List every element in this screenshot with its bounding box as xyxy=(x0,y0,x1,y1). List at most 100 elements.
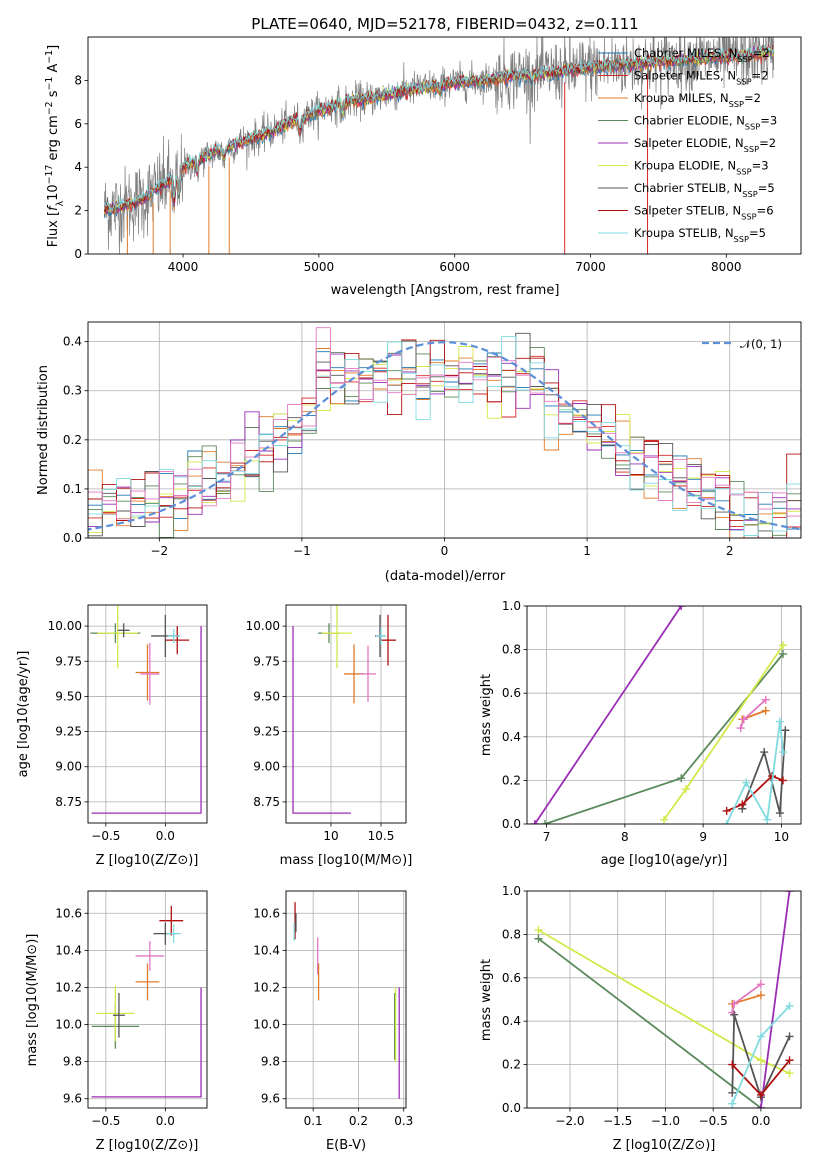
y-tick-label: 10.4 xyxy=(253,943,280,957)
y-tick-label: 9.50 xyxy=(55,689,82,703)
chart-residual-histogram: −2 −1 0 1 2 0.0 0.1 0.2 0.3 0.4 (data-model)/error… xyxy=(36,321,802,584)
y-tick-label: 10.00 xyxy=(246,619,280,633)
axes-border xyxy=(87,36,802,255)
x-tick-label: 0.2 xyxy=(349,1114,368,1128)
model-spectrum-line xyxy=(103,45,774,213)
series-marker xyxy=(739,715,748,724)
series-marker xyxy=(677,774,686,783)
chart-title: PLATE=0640, MJD=52178, FIBERID=0432, z=0… xyxy=(251,15,638,33)
series-marker xyxy=(785,1056,794,1065)
y-tick-label: 9.8 xyxy=(261,1055,280,1069)
y-tick-label: 0.8 xyxy=(502,643,521,657)
x-tick-label: 0.0 xyxy=(751,1114,770,1128)
x-axis-label: Z [log10(Z/Z⊙)] xyxy=(96,1138,199,1153)
x-tick-label: 2 xyxy=(726,544,734,558)
x-axis-label: Z [log10(Z/Z⊙)] xyxy=(96,853,199,868)
legend-label: 𝒩(0, 1) xyxy=(740,337,782,351)
series-marker xyxy=(760,748,769,757)
y-tick-label: 0.4 xyxy=(63,335,82,349)
y-axis-label: mass weight xyxy=(479,674,494,756)
legend-label: Salpeter ELODIE, NSSP=2 xyxy=(634,136,776,154)
y-tick-label: 10.6 xyxy=(55,906,82,920)
series-marker xyxy=(775,717,784,726)
x-tick-label: 6000 xyxy=(439,260,470,274)
legend-label: Kroupa STELIB, NSSP=5 xyxy=(634,226,766,244)
y-tick-label: 0.4 xyxy=(502,1014,521,1028)
y-tick-label: 1.0 xyxy=(502,884,521,898)
legend-label: Kroupa MILES, NSSP=2 xyxy=(634,91,761,109)
x-tick-label: 0.0 xyxy=(156,1114,175,1128)
axes-border xyxy=(285,604,407,824)
series-marker xyxy=(681,785,690,794)
series-line xyxy=(731,1014,791,1100)
axes-frame: 0.1 0.2 0.3 9.6 9.8 10.0 10.2 10.4 10.6 xyxy=(253,890,413,1128)
y-tick-label: 0.2 xyxy=(502,773,521,787)
y-tick-label: 8 xyxy=(74,73,82,87)
series-marker xyxy=(730,999,739,1008)
x-tick-label: 5000 xyxy=(304,260,335,274)
y-tick-label: 9.25 xyxy=(253,725,280,739)
y-tick-label: 10.0 xyxy=(253,1018,280,1032)
y-tick-label: 0.6 xyxy=(502,971,521,985)
y-tick-label: 2 xyxy=(74,204,82,218)
series-line xyxy=(760,891,791,1108)
y-tick-label: 9.6 xyxy=(63,1092,82,1106)
legend-label: Chabrier STELIB, NSSP=5 xyxy=(634,181,775,199)
x-tick-label: 0.3 xyxy=(394,1114,413,1128)
series-marker xyxy=(785,1032,794,1041)
plot-area xyxy=(88,327,801,538)
y-tick-label: 0.2 xyxy=(502,1058,521,1072)
axes-border xyxy=(526,890,802,1109)
legend-label: Kroupa ELODIE, NSSP=3 xyxy=(634,159,769,177)
y-tick-label: 10.2 xyxy=(253,980,280,994)
y-axis-label: Normed distribution xyxy=(36,365,51,495)
plot-area xyxy=(91,905,202,1098)
x-tick-label: 7 xyxy=(543,830,551,844)
series-marker xyxy=(761,695,770,704)
series-marker xyxy=(677,606,686,610)
x-axis-label: E(B-V) xyxy=(326,1138,366,1153)
x-tick-label: −1.5 xyxy=(603,1114,632,1128)
legend-label: Salpeter MILES, NSSP=2 xyxy=(634,69,769,87)
series-marker xyxy=(756,1056,765,1065)
y-tick-label: 9.00 xyxy=(253,760,280,774)
plot-area xyxy=(103,37,775,254)
x-tick-label: 0.0 xyxy=(156,829,175,843)
y-tick-label: 10.2 xyxy=(55,980,82,994)
y-tick-label: 0.0 xyxy=(63,531,82,545)
y-tick-label: 1.0 xyxy=(502,599,521,613)
y-tick-label: 9.75 xyxy=(253,654,280,668)
series-marker xyxy=(756,991,765,1000)
x-tick-label: 0 xyxy=(441,544,449,558)
y-tick-label: 6 xyxy=(74,117,82,131)
y-axis-label: mass [log10(M/M⊙)] xyxy=(25,934,40,1067)
x-tick-label: 8 xyxy=(621,830,629,844)
series-marker xyxy=(730,1010,739,1019)
axes-border xyxy=(87,604,208,824)
y-tick-label: 10.0 xyxy=(55,1018,82,1032)
plot-area xyxy=(293,902,400,1099)
series-marker xyxy=(534,926,543,935)
error-bar-purple xyxy=(292,626,351,814)
axes-frame: −2.0 −1.5 −1.0 −0.5 0.0 0.0 0.2 0.4 0.6 0.8 1.0 xyxy=(502,884,802,1128)
axes-border xyxy=(87,321,802,539)
y-tick-label: 0.8 xyxy=(502,927,521,941)
plot-area xyxy=(530,606,790,824)
y-tick-label: 0.1 xyxy=(63,482,82,496)
x-tick-label: −1.0 xyxy=(651,1114,680,1128)
grid xyxy=(286,891,406,1108)
axes-frame: 10 10.5 8.75 9.00 9.25 9.50 9.75 10.00 xyxy=(246,604,407,843)
y-tick-label: 9.50 xyxy=(253,689,280,703)
series-marker xyxy=(756,980,765,989)
axes-frame: −0.5 0.0 8.75 9.00 9.25 9.50 9.75 10.00 xyxy=(48,604,208,843)
y-tick-label: 8.75 xyxy=(55,795,82,809)
y-tick-label: 0.3 xyxy=(63,384,82,398)
series-marker xyxy=(778,641,787,650)
chart-age-vs-Z: −0.5 0.0 8.75 9.00 9.25 9.50 9.75 10.00 Z [log10… xyxy=(16,604,208,868)
y-tick-label: 9.6 xyxy=(261,1092,280,1106)
axes-frame: 4000 5000 6000 7000 8000 0 2 4 6 8 xyxy=(74,36,802,274)
x-tick-label: −2.0 xyxy=(555,1114,584,1128)
x-tick-label: 7000 xyxy=(575,260,606,274)
histogram-step xyxy=(88,327,801,524)
